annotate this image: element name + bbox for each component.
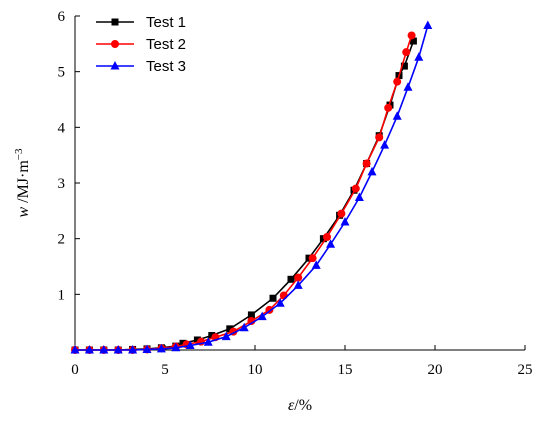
y-axis-unit-exponent: −3 xyxy=(13,148,25,160)
data-point-square xyxy=(409,37,417,45)
data-point-circle xyxy=(337,209,346,218)
data-point-square xyxy=(247,311,255,319)
y-tick-label: 2 xyxy=(58,232,66,248)
data-point-triangle xyxy=(380,140,390,149)
legend-label: Test 3 xyxy=(146,58,186,75)
data-point-square xyxy=(400,62,408,70)
data-point-circle xyxy=(402,48,411,57)
data-point-triangle xyxy=(221,331,231,341)
x-tick-label: 10 xyxy=(248,362,263,378)
series-1 xyxy=(71,37,417,354)
data-point-triangle xyxy=(311,260,321,269)
data-point-triangle xyxy=(203,337,213,346)
x-axis-variable: ε xyxy=(288,397,295,414)
data-point-circle xyxy=(323,232,331,241)
data-point-triangle xyxy=(423,20,433,29)
data-point-triangle xyxy=(84,345,94,354)
legend-label: Test 1 xyxy=(146,14,186,31)
x-tick-label: 0 xyxy=(71,362,79,378)
x-tick-label: 15 xyxy=(338,362,353,378)
data-point-circle xyxy=(362,159,371,168)
plot-frame xyxy=(74,16,525,351)
data-point-circle xyxy=(393,77,402,86)
y-tick-label: 1 xyxy=(58,287,66,303)
data-point-triangle xyxy=(275,298,285,307)
legend-item: Test 2 xyxy=(96,36,186,53)
data-point-triangle xyxy=(113,345,123,354)
series-layer xyxy=(70,20,433,354)
data-point-triangle xyxy=(293,280,303,289)
y-tick-label: 6 xyxy=(58,9,66,25)
axes: 0 5 10 15 20 25 1 2 3 4 5 6 xyxy=(58,9,533,378)
x-axis-unit: /% xyxy=(294,397,312,414)
data-point-triangle xyxy=(128,345,138,354)
data-point-square xyxy=(111,18,119,26)
data-point-square xyxy=(269,294,277,302)
series-line xyxy=(75,25,429,351)
y-tick-label: 5 xyxy=(58,65,66,81)
y-tick-label: 4 xyxy=(58,120,66,136)
x-tick-label: 5 xyxy=(161,362,169,378)
legend-item: Test 3 xyxy=(96,58,186,75)
data-point-triangle xyxy=(403,82,413,91)
data-point-triangle xyxy=(414,52,424,61)
y-tick-label: 3 xyxy=(58,176,66,192)
data-point-triangle xyxy=(99,345,109,354)
data-point-triangle xyxy=(367,166,377,176)
x-tick-label: 20 xyxy=(428,362,443,378)
data-point-triangle xyxy=(340,216,350,226)
data-point-square xyxy=(226,325,234,333)
data-point-triangle xyxy=(171,342,181,352)
data-point-circle xyxy=(294,273,303,282)
data-point-square xyxy=(287,275,295,283)
legend: Test 1 Test 2 Test 3 xyxy=(96,14,186,75)
data-point-triangle xyxy=(354,192,364,201)
x-axis-title: ε/% xyxy=(288,397,312,414)
series-3 xyxy=(70,20,433,354)
data-point-triangle xyxy=(326,239,336,248)
legend-item: Test 1 xyxy=(96,14,186,31)
data-point-triangle xyxy=(156,343,166,353)
data-point-circle xyxy=(384,103,393,112)
legend-label: Test 2 xyxy=(146,36,186,53)
data-point-circle xyxy=(375,133,384,142)
data-point-triangle xyxy=(392,111,402,120)
data-point-triangle xyxy=(185,340,195,350)
y-axis-title: w /MJ·m−3 xyxy=(13,148,32,218)
y-axis-unit: /MJ·m xyxy=(15,160,32,203)
data-point-circle xyxy=(407,31,416,40)
data-point-circle xyxy=(308,254,317,263)
data-point-circle xyxy=(111,40,119,48)
y-axis-variable: w xyxy=(15,203,32,218)
series-line xyxy=(75,40,415,351)
data-point-triangle xyxy=(257,311,267,321)
data-point-triangle xyxy=(70,345,80,354)
x-tick-label: 25 xyxy=(518,362,533,378)
data-point-circle xyxy=(279,291,288,300)
data-point-circle xyxy=(247,317,256,326)
data-point-triangle xyxy=(142,344,152,353)
series-2 xyxy=(71,31,416,354)
data-point-triangle xyxy=(239,322,249,332)
data-point-circle xyxy=(351,184,360,193)
data-point-triangle xyxy=(110,61,120,70)
